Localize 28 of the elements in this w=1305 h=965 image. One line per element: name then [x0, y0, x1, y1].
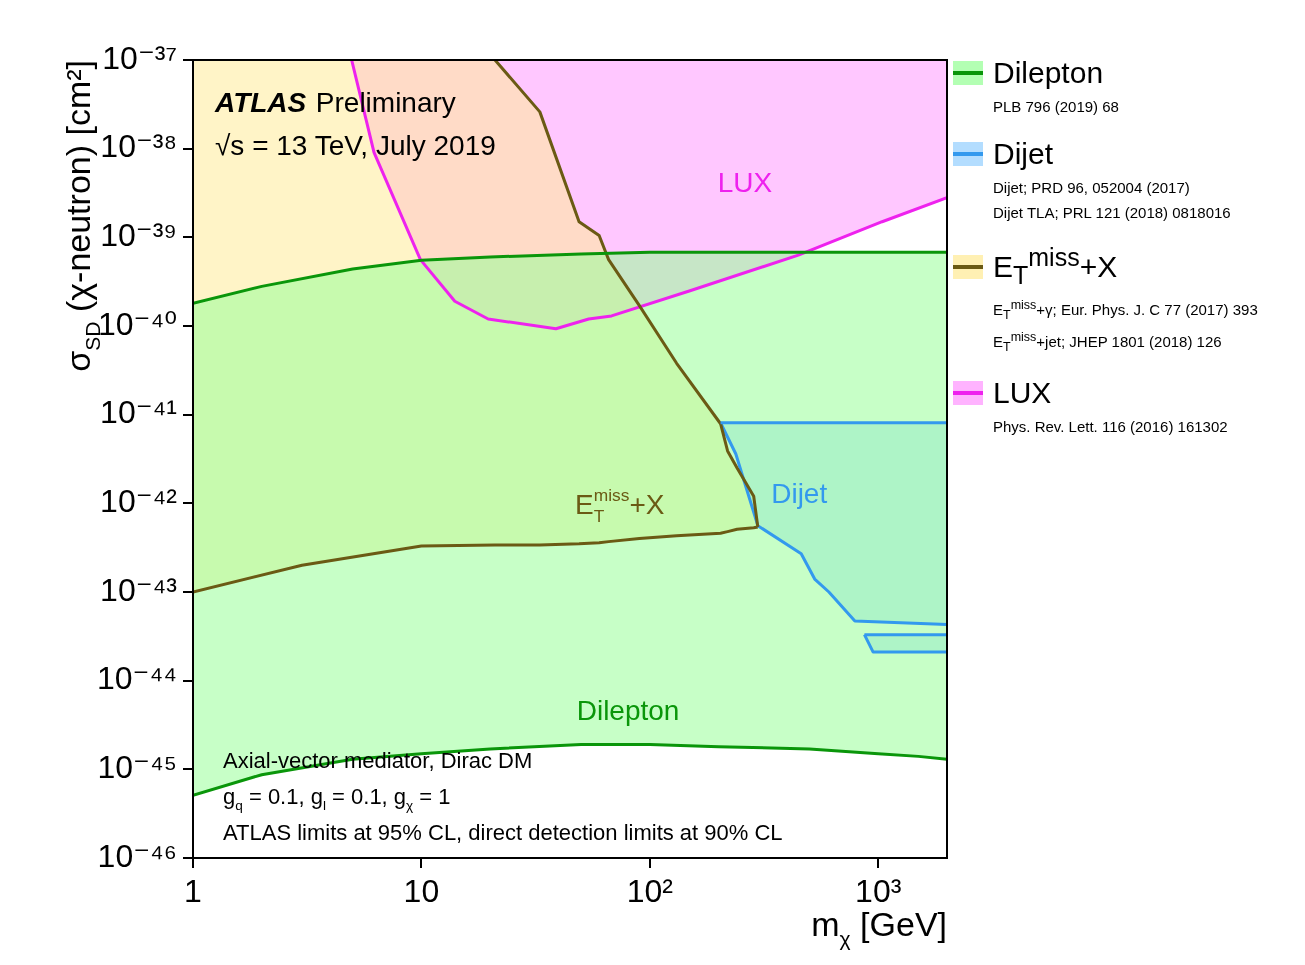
text: PLB 796 (2019) 68: [993, 98, 1120, 115]
x-tick-label: 10³: [855, 873, 902, 910]
x-tick-label: 1: [184, 873, 202, 910]
text: Phys. Rev. Lett. 116 (2016) 161302: [993, 418, 1229, 435]
legend-label: LUX: [993, 376, 1052, 410]
annotation: LUX: [717, 167, 773, 199]
text: E$_{T}$$^{miss}$+jet; JHEP 1801 (2018) 126: [993, 330, 1223, 354]
annotation: Dilepton: [576, 694, 680, 726]
y-tick-label: 10⁻³⁹: [100, 217, 177, 254]
text: Dijet; PRD 96, 052004 (2017): [993, 179, 1191, 196]
legend-label: Dijet: [993, 137, 1054, 171]
y-tick-label: 10⁻³⁸: [100, 128, 177, 165]
annotation: Dijet: [771, 478, 828, 510]
y-tick-label: 10⁻⁴³: [100, 571, 178, 608]
x-tick-label: 10²: [626, 873, 674, 910]
y-tick-label: 10⁻⁴⁶: [97, 837, 177, 874]
y-tick-label: 10⁻⁴²: [100, 483, 178, 520]
y-tick-label: 10⁻⁴⁴: [97, 660, 177, 697]
y-tick-label: 10⁻⁴⁵: [97, 749, 177, 786]
legend-label: Dilepton: [993, 56, 1104, 90]
annotation: ATLAS limits at 95% CL, direct detection limits at 90% CL: [223, 820, 783, 845]
y-tick-label: 10⁻³⁷: [102, 39, 177, 76]
text: Dijet TLA; PRL 121 (2018) 0818016: [993, 204, 1232, 221]
legend-label: E$_{T}$$^{miss}$+X: [993, 243, 1118, 290]
y-tick-label: 10⁻⁴¹: [100, 394, 177, 431]
x-tick-label: 10: [403, 873, 440, 910]
annotation: √s = 13 TeV, July 2019: [215, 130, 496, 161]
text: E$_{T}$$^{miss}$+γ; Eur. Phys. J. C 77 (2017) 393: [993, 298, 1259, 322]
